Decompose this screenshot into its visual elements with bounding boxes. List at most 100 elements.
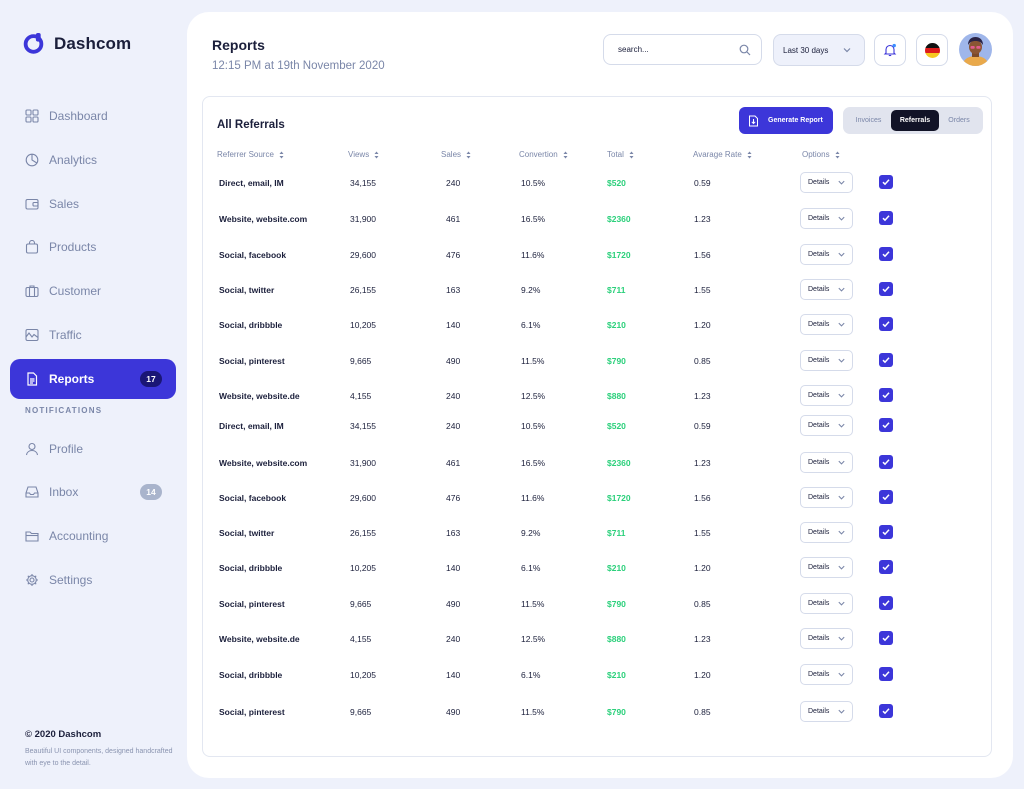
details-dropdown[interactable]: Details (800, 244, 853, 265)
details-dropdown[interactable]: Details (800, 487, 853, 508)
details-dropdown[interactable]: Details (800, 452, 853, 473)
conversion-cell: 10.5% (521, 421, 546, 431)
row-checkbox[interactable] (879, 667, 893, 681)
sidebar: Dashcom Dashboard Analytics Sales Produc… (0, 0, 186, 789)
referrer-source-cell: Social, facebook (219, 250, 287, 260)
conversion-cell: 12.5% (521, 634, 546, 644)
sidebar-item-products[interactable]: Products (10, 227, 176, 267)
tab-invoices[interactable]: Invoices (855, 117, 882, 124)
details-dropdown[interactable]: Details (800, 279, 853, 300)
sidebar-item-accounting[interactable]: Accounting (10, 516, 176, 556)
user-avatar-icon (959, 33, 992, 66)
details-dropdown[interactable]: Details (800, 385, 853, 406)
sidebar-item-traffic[interactable]: Traffic (10, 315, 176, 355)
average-rate-cell: 1.23 (694, 214, 711, 224)
details-dropdown[interactable]: Details (800, 350, 853, 371)
column-header-avarage-rate[interactable]: Avarage Rate (693, 150, 752, 159)
conversion-cell: 11.5% (521, 599, 545, 609)
details-dropdown[interactable]: Details (800, 628, 853, 649)
details-dropdown[interactable]: Details (800, 701, 853, 722)
row-checkbox[interactable] (879, 282, 893, 296)
gear-icon (26, 573, 38, 586)
generate-report-button[interactable]: Generate Report (739, 107, 833, 134)
row-checkbox[interactable] (879, 490, 893, 504)
details-dropdown[interactable]: Details (800, 172, 853, 193)
sort-icon (374, 151, 379, 158)
sort-icon (466, 151, 471, 158)
sidebar-item-customer[interactable]: Customer (10, 271, 176, 311)
column-header-sales[interactable]: Sales (441, 150, 471, 159)
sidebar-item-profile[interactable]: Profile (10, 429, 176, 469)
row-checkbox[interactable] (879, 596, 893, 610)
search-icon[interactable] (739, 44, 751, 56)
sidebar-item-label: Sales (49, 196, 80, 211)
folder-icon (25, 531, 39, 542)
sidebar-item-dashboard[interactable]: Dashboard (10, 96, 176, 136)
details-label: Details (808, 635, 830, 642)
total-cell: $210 (607, 563, 626, 573)
table-row: Social, dribbble 10,205 140 6.1% $210 1.20 Det… (203, 557, 993, 579)
row-checkbox[interactable] (879, 353, 893, 367)
row-checkbox[interactable] (879, 560, 893, 574)
sales-cell: 240 (446, 391, 461, 401)
row-checkbox[interactable] (879, 418, 893, 432)
sidebar-item-analytics[interactable]: Analytics (10, 140, 176, 180)
views-cell: 4,155 (350, 634, 372, 644)
inbox-count-badge: 14 (140, 484, 162, 501)
sidebar-item-sales[interactable]: Sales (10, 184, 176, 224)
average-rate-cell: 1.55 (694, 528, 711, 538)
column-header-referrer-source[interactable]: Referrer Source (217, 150, 284, 159)
details-dropdown[interactable]: Details (800, 522, 853, 543)
row-checkbox[interactable] (879, 704, 893, 718)
sidebar-item-reports[interactable]: Reports 17 (10, 358, 176, 399)
notifications-button[interactable] (874, 34, 906, 66)
search-box[interactable] (603, 34, 762, 65)
average-rate-cell: 1.23 (694, 634, 711, 644)
column-header-convertion[interactable]: Convertion (519, 150, 568, 159)
checkmark-icon (882, 600, 890, 607)
footer-description: Beautiful UI components, designed handcr… (25, 748, 173, 767)
table-row: Social, twitter 26,155 163 9.2% $711 1.55 Deta… (203, 279, 993, 301)
avatar[interactable] (959, 33, 992, 66)
row-checkbox[interactable] (879, 388, 893, 402)
details-label: Details (808, 422, 830, 429)
details-label: Details (808, 671, 830, 678)
row-checkbox[interactable] (879, 175, 893, 189)
column-header-label: Total (607, 150, 624, 159)
sidebar-item-label: Analytics (49, 152, 98, 167)
details-dropdown[interactable]: Details (800, 593, 853, 614)
conversion-cell: 6.1% (521, 563, 541, 573)
row-checkbox[interactable] (879, 525, 893, 539)
sales-cell: 490 (446, 356, 461, 366)
details-dropdown[interactable]: Details (800, 314, 853, 335)
column-header-options[interactable]: Options (802, 150, 840, 159)
row-checkbox[interactable] (879, 317, 893, 331)
column-header-total[interactable]: Total (607, 150, 634, 159)
row-checkbox[interactable] (879, 631, 893, 645)
row-checkbox[interactable] (879, 247, 893, 261)
brand[interactable]: Dashcom (22, 32, 131, 55)
details-dropdown[interactable]: Details (800, 415, 853, 436)
row-checkbox[interactable] (879, 211, 893, 225)
chevron-down-icon (838, 495, 845, 500)
row-checkbox[interactable] (879, 455, 893, 469)
sales-cell: 163 (446, 528, 461, 538)
conversion-cell: 6.1% (521, 320, 541, 330)
sidebar-item-inbox[interactable]: Inbox 14 (10, 472, 176, 512)
search-input[interactable] (618, 45, 728, 54)
language-button[interactable] (916, 34, 948, 66)
details-dropdown[interactable]: Details (800, 557, 853, 578)
details-dropdown[interactable]: Details (800, 208, 853, 229)
date-range-select[interactable]: Last 30 days (773, 34, 865, 66)
sidebar-item-settings[interactable]: Settings (10, 560, 176, 600)
tab-orders[interactable]: Orders (948, 117, 970, 124)
views-cell: 9,665 (350, 599, 372, 609)
checkmark-icon (882, 321, 890, 328)
conversion-cell: 11.5% (521, 356, 545, 366)
tab-referrals[interactable]: Referrals (891, 110, 939, 131)
details-label: Details (808, 357, 830, 364)
details-dropdown[interactable]: Details (800, 664, 853, 685)
views-cell: 10,205 (350, 563, 376, 573)
germany-flag-icon (924, 42, 940, 58)
column-header-views[interactable]: Views (348, 150, 379, 159)
